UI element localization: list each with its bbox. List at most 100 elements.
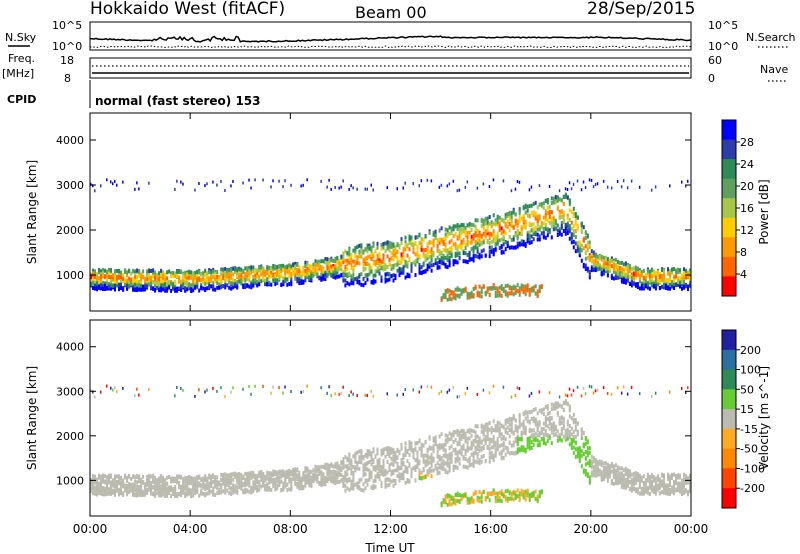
power-cell	[142, 284, 145, 289]
power-cell	[368, 254, 371, 259]
velocity-cell	[254, 384, 256, 388]
velocity-cell	[296, 477, 299, 482]
velocity-cell	[462, 435, 465, 440]
velocity-cell	[422, 453, 425, 458]
velocity-cell	[396, 447, 399, 452]
power-cell	[648, 269, 651, 274]
power-cell	[448, 288, 451, 293]
power-cell	[538, 288, 541, 293]
power-cell	[322, 268, 325, 273]
power-cell	[422, 248, 425, 253]
velocity-cell	[158, 488, 161, 492]
velocity-cell	[100, 474, 102, 479]
velocity-cell	[416, 463, 419, 468]
power-cell	[661, 268, 663, 273]
power-cell	[310, 271, 313, 276]
power-cell	[578, 247, 581, 252]
velocity-cell	[482, 446, 485, 451]
power-cell	[472, 258, 475, 263]
power-cell	[136, 275, 139, 279]
power-cell	[526, 208, 529, 213]
velocity-cell	[298, 483, 301, 488]
power-cell	[106, 178, 108, 182]
power-cell	[414, 252, 417, 257]
power-cell	[484, 290, 487, 295]
velocity-cell	[474, 491, 477, 496]
power-cell	[638, 268, 641, 273]
power-cell	[216, 285, 219, 290]
velocity-cell	[332, 478, 335, 483]
velocity-cell	[420, 385, 423, 389]
power-cell	[669, 273, 671, 278]
velocity-cell	[386, 483, 389, 488]
power-cell	[576, 248, 579, 253]
velocity-cell	[358, 449, 361, 454]
velocity-cell	[446, 459, 449, 464]
power-cell	[232, 180, 234, 183]
power-cell	[484, 221, 487, 226]
power-cell	[530, 203, 533, 208]
power-cell	[128, 276, 131, 281]
velocity-cell	[268, 486, 271, 491]
velocity-cell	[298, 486, 301, 491]
power-cell	[312, 273, 315, 278]
power-cell	[528, 221, 531, 226]
power-cell	[448, 258, 451, 263]
velocity-cell	[214, 478, 217, 483]
power-cell	[184, 274, 187, 279]
velocity-cell	[298, 474, 301, 479]
power-cell	[448, 231, 451, 236]
power-cell	[358, 254, 361, 259]
power-cell	[474, 233, 477, 238]
velocity-cell	[146, 479, 149, 484]
velocity-cell	[470, 499, 473, 504]
power-cell	[522, 218, 525, 223]
power-cell	[626, 275, 629, 280]
power-cell	[492, 229, 495, 234]
power-cell	[376, 254, 379, 259]
velocity-cell	[242, 475, 245, 480]
velocity-cell	[248, 385, 250, 388]
power-cell	[466, 230, 469, 235]
power-cell	[194, 278, 197, 283]
power-cell	[132, 285, 135, 290]
velocity-cell	[438, 434, 441, 439]
velocity-cell	[450, 458, 453, 463]
velocity-cell	[100, 491, 102, 496]
power-cell	[430, 250, 433, 255]
power-cell	[524, 242, 527, 246]
velocity-cell	[404, 469, 407, 474]
velocity-cell	[158, 476, 161, 481]
velocity-cell	[190, 488, 193, 493]
velocity-cell	[224, 490, 227, 495]
velocity-cell	[366, 460, 369, 465]
power-cell	[376, 266, 379, 271]
power-cell	[118, 287, 120, 292]
velocity-cell	[136, 484, 139, 489]
power-cell	[362, 276, 365, 281]
power-cell	[142, 287, 145, 292]
power-cell	[264, 280, 267, 285]
velocity-cell	[352, 474, 355, 479]
power-cell	[360, 244, 363, 249]
velocity-cell	[252, 471, 255, 475]
power-cell	[116, 280, 118, 285]
power-cell	[488, 250, 491, 254]
power-cell	[450, 247, 453, 252]
power-cell	[276, 278, 279, 283]
power-cell	[152, 286, 155, 291]
power-cell	[646, 269, 649, 273]
velocity-cell	[126, 483, 129, 488]
velocity-cell	[230, 486, 233, 491]
power-cell	[482, 182, 485, 186]
velocity-cell	[352, 484, 355, 489]
velocity-cell	[186, 486, 189, 491]
power-cell	[490, 239, 493, 244]
velocity-cell	[264, 478, 267, 483]
power-cell	[648, 274, 651, 279]
power-cell	[687, 287, 689, 292]
power-cell	[444, 295, 447, 300]
power-cell	[616, 271, 619, 276]
power-cell	[428, 230, 431, 235]
power-cell	[464, 251, 467, 256]
